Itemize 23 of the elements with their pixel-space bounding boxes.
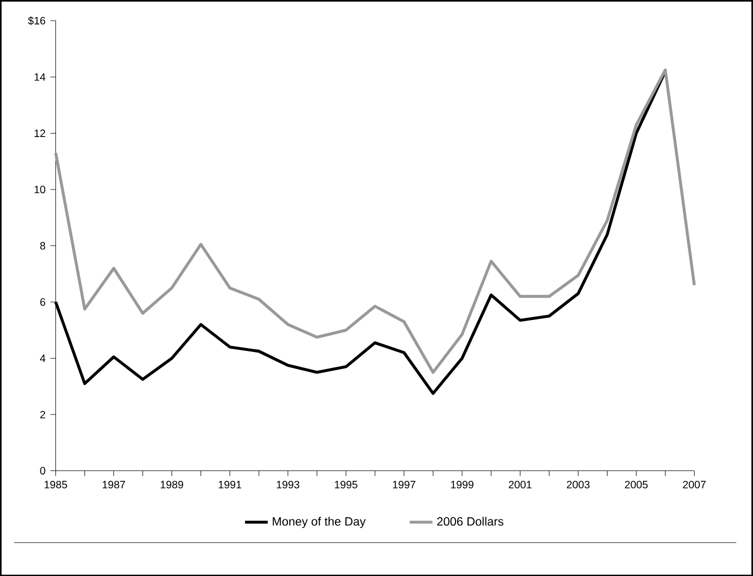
x-tick-label: 1997 <box>393 480 416 488</box>
legend-label: Money of the Day <box>272 516 366 528</box>
y-tick-label: $16 <box>28 16 46 25</box>
x-tick-label: 1995 <box>334 480 358 488</box>
y-tick-label: 10 <box>34 186 46 194</box>
x-tick-label: 1987 <box>102 480 126 488</box>
x-tick-label: 1985 <box>44 480 68 488</box>
y-tick-label: 12 <box>34 129 46 137</box>
y-tick-label: 6 <box>40 298 46 306</box>
x-tick-label: 2005 <box>624 480 648 488</box>
x-tick-label: 2001 <box>508 480 532 488</box>
y-tick-label: 2 <box>40 410 46 418</box>
x-tick-label: 1991 <box>218 480 242 488</box>
legend-label: 2006 Dollars <box>437 516 504 526</box>
x-tick-label: 2007 <box>683 480 706 488</box>
y-tick-label: 4 <box>40 354 46 362</box>
y-tick-label: 8 <box>40 242 46 250</box>
x-tick-label: 1993 <box>276 480 300 488</box>
y-tick-label: 14 <box>34 73 46 80</box>
x-tick-label: 1989 <box>160 480 184 488</box>
y-tick-label: 0 <box>40 466 46 474</box>
x-tick-label: 1999 <box>451 480 474 488</box>
x-tick-label: 2003 <box>566 480 590 488</box>
